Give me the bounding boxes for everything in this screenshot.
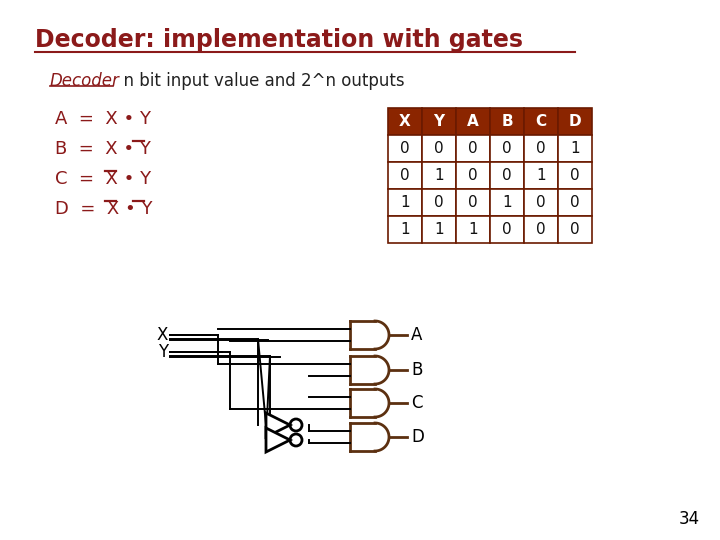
Text: 0: 0	[536, 141, 546, 156]
Bar	[524, 189, 558, 216]
Bar	[524, 135, 558, 162]
Text: Decoder: Decoder	[50, 72, 120, 90]
Text: X: X	[157, 326, 168, 344]
Bar	[558, 162, 592, 189]
Text: n bit input value and 2^n outputs: n bit input value and 2^n outputs	[113, 72, 405, 90]
Text: 34: 34	[679, 510, 700, 528]
Text: 1: 1	[434, 168, 444, 183]
Bar	[388, 189, 422, 216]
Bar	[490, 216, 524, 243]
Bar	[456, 135, 490, 162]
Text: 1: 1	[468, 222, 478, 237]
Text: 0: 0	[502, 222, 512, 237]
Text: 0: 0	[502, 168, 512, 183]
Bar	[490, 162, 524, 189]
Text: A  =  X • Y: A = X • Y	[55, 110, 151, 128]
Bar	[558, 216, 592, 243]
Text: 0: 0	[468, 141, 478, 156]
Text: Y: Y	[433, 114, 444, 129]
Bar	[422, 108, 456, 135]
Bar	[456, 108, 490, 135]
Text: 0: 0	[570, 195, 580, 210]
Text: 0: 0	[570, 168, 580, 183]
Bar	[422, 189, 456, 216]
Polygon shape	[266, 413, 290, 437]
Bar	[456, 162, 490, 189]
Bar	[388, 162, 422, 189]
Text: Decoder: implementation with gates: Decoder: implementation with gates	[35, 28, 523, 52]
Text: Y: Y	[158, 343, 168, 361]
Text: A: A	[467, 114, 479, 129]
Text: D  =  X • Y: D = X • Y	[55, 200, 153, 218]
Bar	[388, 135, 422, 162]
Text: C: C	[411, 394, 423, 412]
Text: B: B	[501, 114, 513, 129]
Text: 0: 0	[434, 141, 444, 156]
Text: 1: 1	[536, 168, 546, 183]
Bar	[524, 216, 558, 243]
Text: B: B	[411, 361, 423, 379]
Text: 1: 1	[400, 222, 410, 237]
Bar	[422, 135, 456, 162]
Bar	[524, 108, 558, 135]
Text: 0: 0	[400, 141, 410, 156]
Text: D: D	[569, 114, 581, 129]
Text: 1: 1	[400, 195, 410, 210]
Text: D: D	[411, 428, 424, 446]
Bar	[422, 162, 456, 189]
Bar	[490, 189, 524, 216]
Text: 0: 0	[570, 222, 580, 237]
Bar	[490, 135, 524, 162]
Polygon shape	[266, 428, 290, 452]
Bar	[456, 216, 490, 243]
Bar	[388, 108, 422, 135]
Text: B  =  X • Y: B = X • Y	[55, 140, 151, 158]
Text: 1: 1	[502, 195, 512, 210]
Text: 0: 0	[536, 195, 546, 210]
Bar	[558, 108, 592, 135]
Text: C: C	[536, 114, 546, 129]
Text: C  =  X • Y: C = X • Y	[55, 170, 151, 188]
Bar	[524, 162, 558, 189]
Text: 0: 0	[434, 195, 444, 210]
Text: 0: 0	[468, 168, 478, 183]
Text: 0: 0	[400, 168, 410, 183]
Text: 0: 0	[468, 195, 478, 210]
Text: 1: 1	[434, 222, 444, 237]
Text: A: A	[411, 326, 423, 344]
Text: 1: 1	[570, 141, 580, 156]
Text: X: X	[399, 114, 411, 129]
Bar	[456, 189, 490, 216]
Text: 0: 0	[502, 141, 512, 156]
Bar	[490, 108, 524, 135]
Text: 0: 0	[536, 222, 546, 237]
Bar	[422, 216, 456, 243]
Bar	[558, 135, 592, 162]
Bar	[558, 189, 592, 216]
Bar	[388, 216, 422, 243]
